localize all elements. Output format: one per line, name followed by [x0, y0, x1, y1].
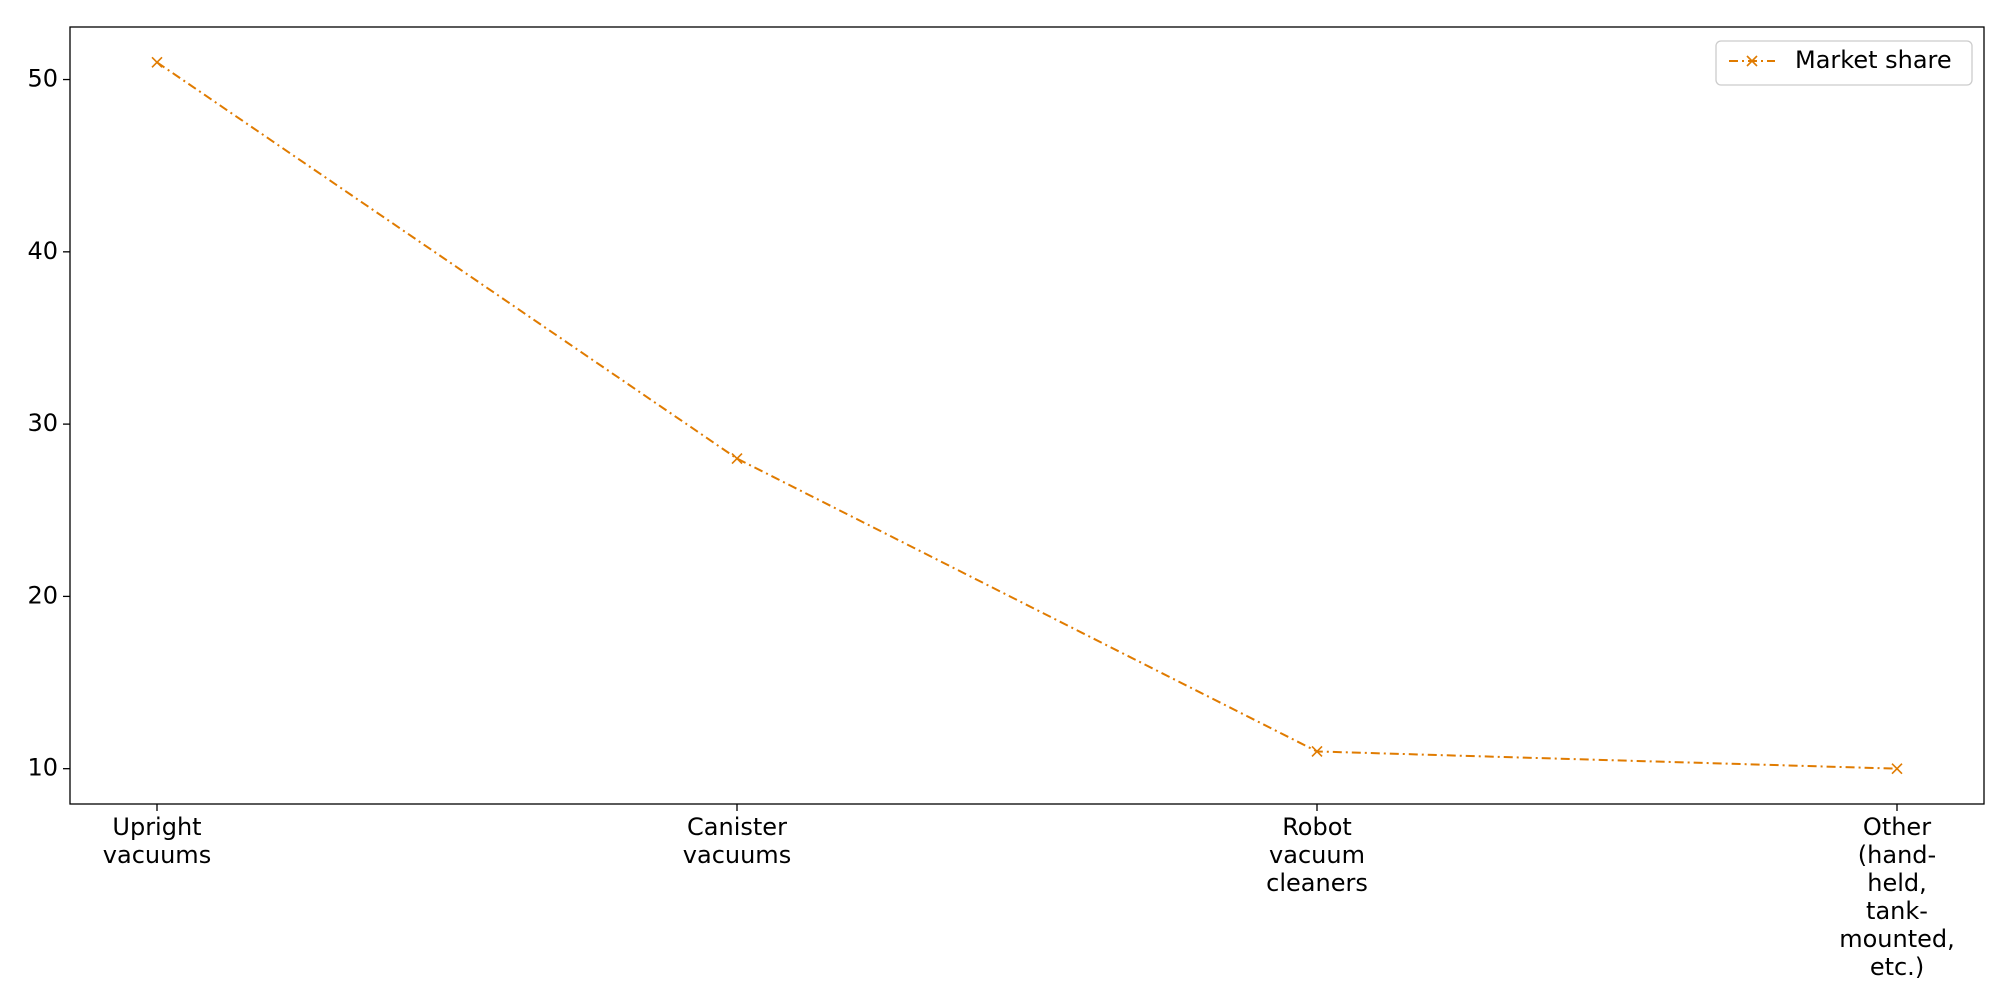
plot-area-frame [69, 26, 1985, 805]
y-tick-label: 30 [27, 409, 58, 437]
x-axis: UprightvacuumsCanistervacuumsRobotvacuum… [103, 804, 1955, 981]
data-point-marker [1311, 745, 1323, 758]
legend: Market share [1715, 40, 1973, 86]
x-tick-label: Robot [1282, 813, 1352, 841]
series-line [156, 61, 1898, 770]
x-tick-label: cleaners [1266, 869, 1368, 897]
x-tick-label: Other [1863, 813, 1931, 841]
legend-box [1715, 40, 1973, 86]
x-tick-label: held, [1867, 869, 1927, 897]
x-tick-label: Upright [112, 813, 201, 841]
x-tick-label: mounted, [1839, 925, 1955, 953]
legend-label: Market share [1795, 46, 1952, 74]
x-tick-label: etc.) [1870, 953, 1924, 981]
data-point-marker [151, 56, 163, 68]
x-tick-label: vacuum [1269, 841, 1365, 869]
y-tick-label: 50 [27, 65, 58, 93]
x-tick-label: (hand- [1858, 841, 1936, 869]
y-axis: 10 20 30 40 50 [27, 65, 70, 782]
y-tick-label: 40 [27, 237, 58, 265]
x-tick-label: vacuums [683, 841, 791, 869]
x-tick-label: tank- [1866, 897, 1928, 925]
x-tick-label: vacuums [103, 841, 211, 869]
data-point-marker [731, 453, 743, 465]
chart-marks [151, 56, 1903, 775]
x-tick-label: Canister [687, 813, 787, 841]
y-tick-label: 10 [27, 754, 58, 782]
legend-marker [1746, 55, 1758, 67]
data-point-marker [1891, 763, 1903, 775]
y-tick-label: 20 [27, 581, 58, 609]
